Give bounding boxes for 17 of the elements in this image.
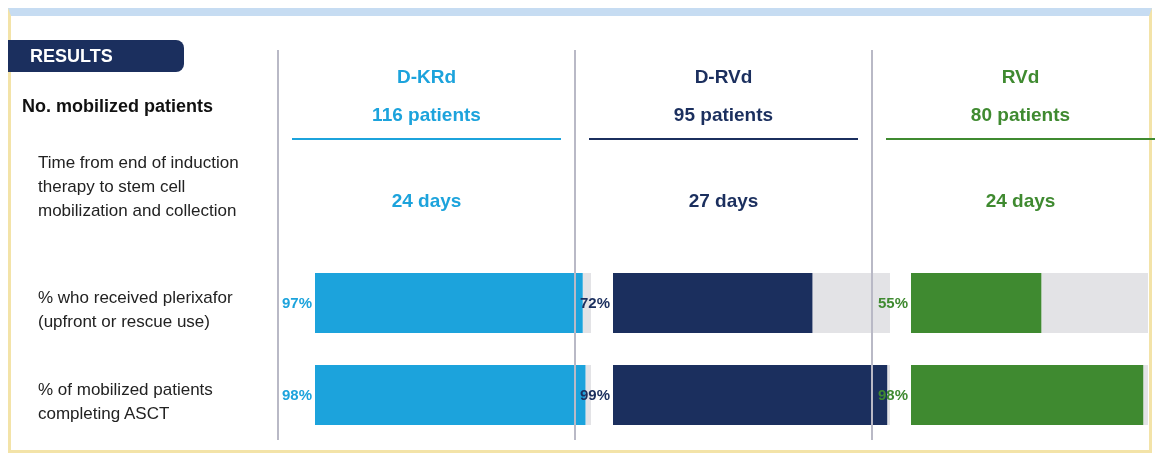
text: Time from end of induction therapy to stem cell mobilization and collection xyxy=(38,152,240,222)
chart-subtitle: 80 patients xyxy=(969,104,1072,126)
data-label: 98% xyxy=(281,386,312,404)
y-tick-label: % who received plerixafor (upfront or rescue use) xyxy=(38,288,233,331)
text: RESULTS xyxy=(8,40,184,72)
data-label: 55% xyxy=(877,294,908,312)
text: No. mobilized patients xyxy=(22,96,214,117)
chart-title: RVd xyxy=(1000,66,1041,88)
chart-title: D-KRd xyxy=(395,66,458,88)
text: 24 days xyxy=(984,190,1057,212)
chart-subtitle: 95 patients xyxy=(672,104,775,126)
chart-title: D-RVd xyxy=(693,66,754,88)
chart-subtitle: 116 patients xyxy=(371,104,482,126)
text: 24 days xyxy=(390,190,463,212)
data-label: 97% xyxy=(281,294,312,312)
text: 27 days xyxy=(687,190,760,212)
y-tick-label: % of mobilized patients completing ASCT xyxy=(38,380,213,423)
